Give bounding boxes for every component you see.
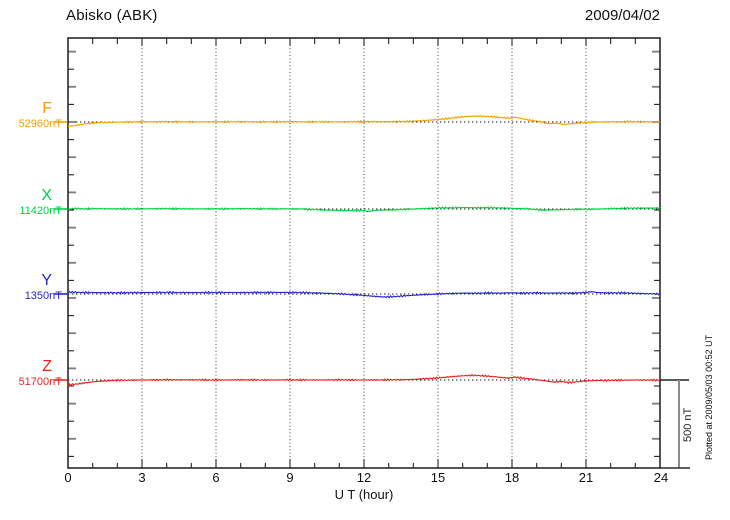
channel-y-baseline-value: 1350nT bbox=[24, 290, 62, 302]
x-tick-label-24: 24 bbox=[653, 470, 669, 485]
plot-date: 2009/04/02 bbox=[584, 7, 660, 24]
page-title: Abisko (ABK) bbox=[66, 7, 158, 24]
channel-z-letter: Z bbox=[42, 358, 52, 375]
x-tick-label-9: 9 bbox=[286, 470, 294, 485]
x-tick-label-6: 6 bbox=[212, 470, 220, 485]
x-tick-label-15: 15 bbox=[430, 470, 446, 485]
x-tick-label-12: 12 bbox=[356, 470, 372, 485]
x-tick-label-0: 0 bbox=[64, 470, 72, 485]
channel-z-baseline-value: 51700nT bbox=[18, 376, 62, 388]
channel-x-baseline-value: 11420nT bbox=[19, 205, 62, 217]
channel-f-baseline-value: 52960nT bbox=[18, 118, 62, 130]
x-tick-label-21: 21 bbox=[578, 470, 594, 485]
x-axis-label: U T (hour) bbox=[334, 487, 394, 502]
channel-x-label-block: X 11420nT bbox=[4, 187, 62, 217]
channel-z-label-block: Z 51700nT bbox=[4, 358, 62, 388]
x-tick-label-3: 3 bbox=[138, 470, 146, 485]
plotted-at-note: Plotted at 2009/05/03 00:52 UT bbox=[704, 334, 714, 460]
channel-x-letter: X bbox=[41, 187, 52, 204]
scalebar-label: 500 nT bbox=[682, 407, 694, 443]
x-tick-label-18: 18 bbox=[504, 470, 520, 485]
channel-y-label-block: Y 1350nT bbox=[4, 272, 62, 302]
channel-f-letter: F bbox=[42, 100, 52, 117]
channel-y-letter: Y bbox=[41, 272, 52, 289]
channel-f-label-block: F 52960nT bbox=[4, 100, 62, 130]
